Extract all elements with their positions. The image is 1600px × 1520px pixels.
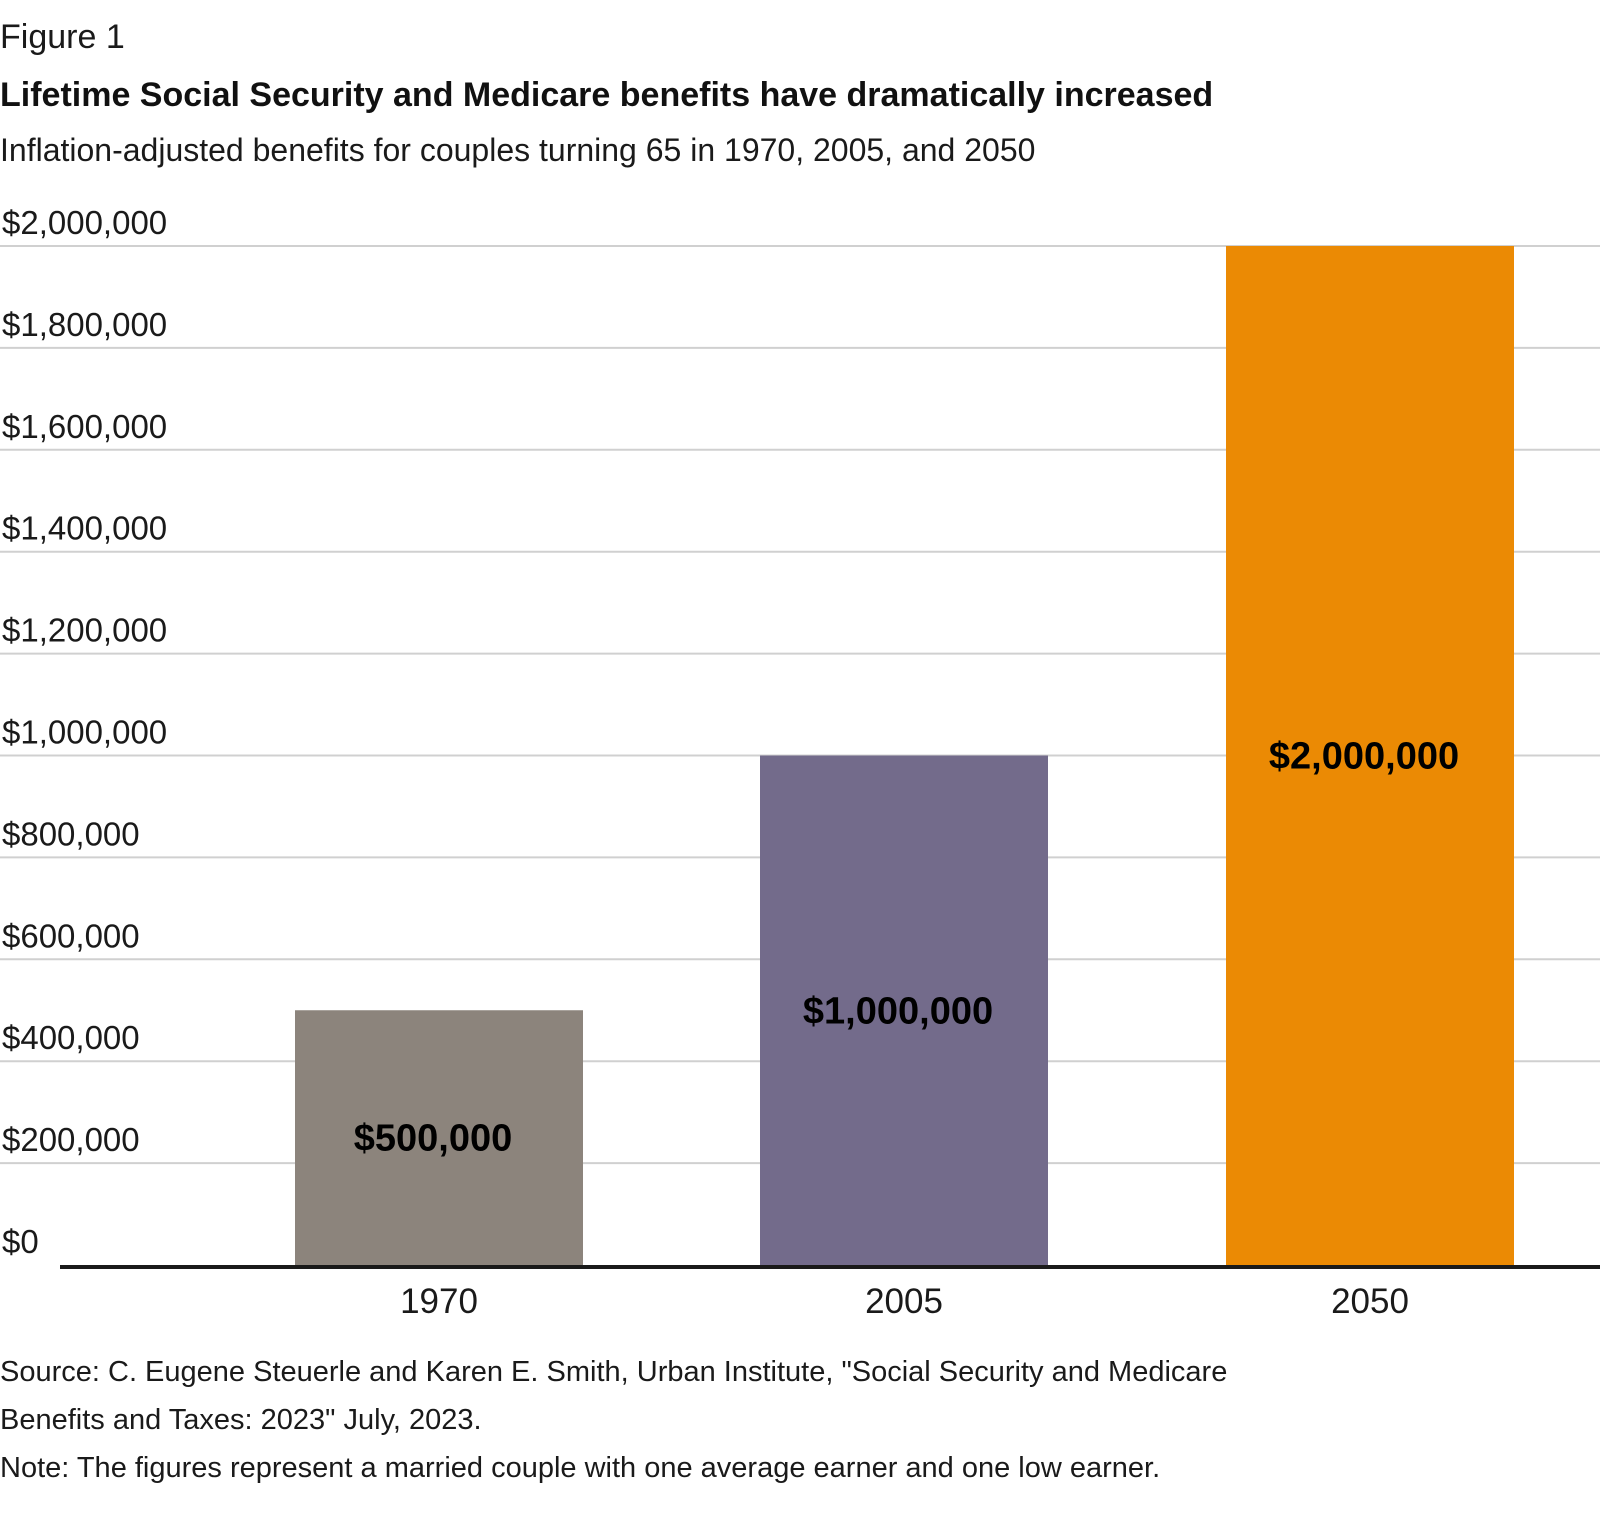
y-tick-label: $1,200,000: [2, 612, 167, 649]
x-tick-label: 1970: [400, 1282, 478, 1321]
x-axis-tick-labels: 1970 2005 2050: [400, 1282, 1409, 1321]
source-note: Source: C. Eugene Steuerle and Karen E. …: [0, 1356, 1228, 1436]
y-tick-label: $1,400,000: [2, 510, 167, 547]
y-tick-label: $600,000: [2, 917, 140, 954]
bars: $500,000 $1,000,000 $2,000,000: [295, 246, 1514, 1265]
bar-2005: [760, 755, 1048, 1265]
data-label-1970: $500,000: [354, 1118, 513, 1160]
data-label-2005: $1,000,000: [803, 990, 993, 1032]
y-tick-label: $200,000: [2, 1121, 140, 1158]
y-axis-tick-labels: $0 $200,000 $400,000 $600,000 $800,000 $1,000…: [2, 204, 167, 1260]
chart-subtitle: Inflation-adjusted benefits for couples …: [0, 132, 1036, 168]
y-tick-label: $1,800,000: [2, 306, 167, 343]
y-tick-label: $400,000: [2, 1019, 140, 1056]
data-label-2050: $2,000,000: [1269, 736, 1459, 778]
figure-label: Figure 1: [0, 18, 125, 56]
y-tick-label: $1,000,000: [2, 714, 167, 751]
bar-2050: [1226, 246, 1514, 1265]
chart-title: Lifetime Social Security and Medicare be…: [0, 76, 1214, 114]
y-tick-label: $1,600,000: [2, 408, 167, 445]
x-tick-label: 2050: [1331, 1282, 1409, 1321]
y-tick-label: $2,000,000: [2, 204, 167, 241]
y-tick-label: $0: [2, 1223, 39, 1260]
bar-chart: $0 $200,000 $400,000 $600,000 $800,000 $1,000…: [0, 204, 1600, 1321]
bar-1970: [295, 1010, 583, 1265]
y-tick-label: $800,000: [2, 815, 140, 852]
x-tick-label: 2005: [865, 1282, 943, 1321]
footnote: Note: The figures represent a married co…: [0, 1452, 1161, 1484]
